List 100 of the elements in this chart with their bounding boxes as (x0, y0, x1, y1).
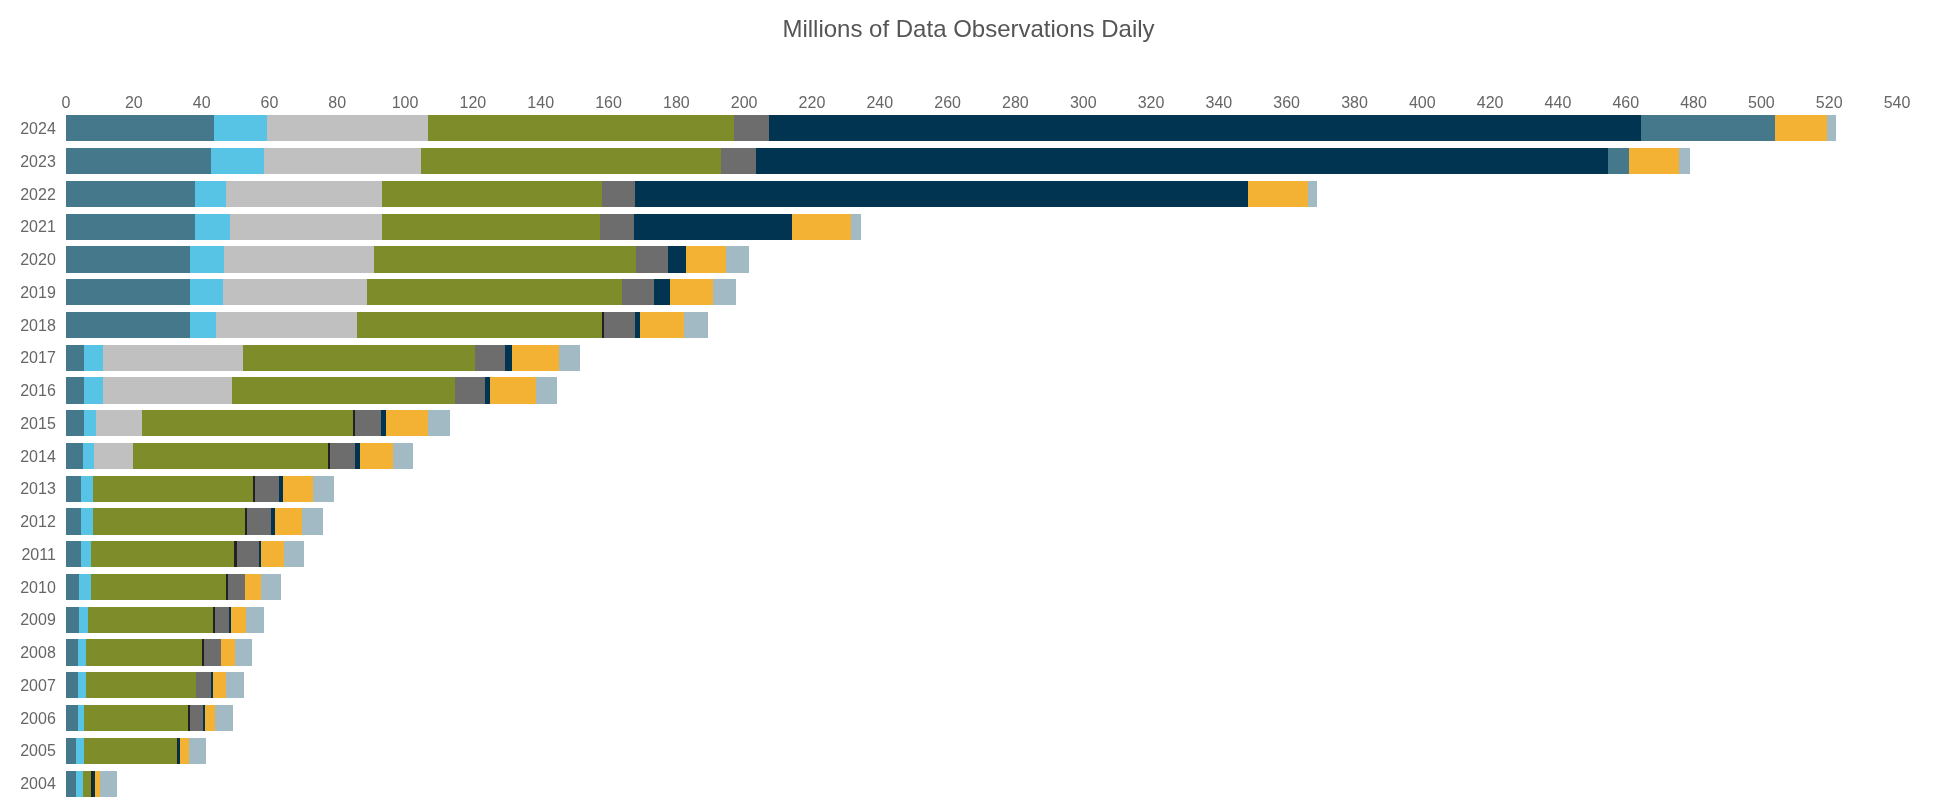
bar (66, 573, 80, 601)
bar (330, 442, 355, 470)
bar (505, 344, 513, 371)
bar (225, 672, 245, 699)
bar (635, 246, 668, 273)
bar (95, 770, 100, 797)
bar (189, 311, 217, 339)
bar (83, 410, 96, 437)
bar (66, 737, 76, 764)
bar (485, 377, 491, 404)
bar (204, 704, 215, 732)
x-tick-label: 80 (328, 93, 347, 111)
bar (428, 410, 451, 437)
bar (214, 115, 267, 142)
bar (66, 246, 190, 273)
bar (204, 639, 221, 666)
bar (455, 377, 486, 404)
bar (1629, 148, 1679, 175)
bar (725, 246, 749, 273)
y-tick-label: 2019 (20, 283, 56, 301)
bar (75, 770, 83, 797)
y-tick-label: 2024 (20, 119, 56, 137)
bar (245, 508, 248, 535)
bar (600, 213, 634, 240)
y-tick-label: 2022 (20, 185, 56, 203)
bar (261, 541, 285, 568)
bar (246, 606, 265, 633)
bar (791, 213, 851, 240)
y-tick-label: 2018 (20, 316, 56, 334)
bar (254, 475, 280, 502)
bar (189, 737, 207, 764)
bar (211, 672, 214, 699)
bar (133, 442, 329, 470)
y-tick-label: 2016 (20, 382, 56, 400)
bar (66, 410, 84, 437)
x-tick-label: 100 (391, 93, 419, 111)
bar (220, 639, 235, 666)
bar (261, 573, 281, 601)
bar (214, 606, 230, 633)
bar (194, 180, 227, 208)
bar (229, 213, 383, 240)
bar (721, 148, 756, 175)
bar (733, 115, 770, 142)
bar (356, 311, 603, 339)
bar (1775, 115, 1827, 142)
bar (92, 475, 254, 502)
bar (428, 115, 734, 142)
bar (559, 344, 581, 371)
bar (84, 737, 178, 764)
bar (66, 475, 81, 502)
bar (1641, 115, 1776, 142)
bar (367, 279, 623, 306)
bar (639, 311, 684, 339)
y-tick-label: 2010 (20, 578, 56, 596)
bar (66, 180, 195, 208)
bar (653, 279, 670, 306)
bar (244, 573, 262, 601)
bar (266, 115, 429, 142)
bar (602, 180, 635, 208)
bar (66, 115, 215, 142)
bar (381, 410, 387, 437)
bar (189, 279, 223, 306)
bar (228, 573, 245, 601)
chart-title: Millions of Data Observations Daily (782, 14, 1155, 42)
bar (102, 344, 243, 371)
x-tick-label: 120 (459, 93, 487, 111)
bar (84, 704, 189, 732)
bar (769, 115, 1642, 142)
y-tick-label: 2008 (20, 644, 56, 662)
bar (179, 737, 190, 764)
bar (79, 573, 92, 601)
bar (755, 148, 1609, 175)
bar (102, 377, 232, 404)
x-tick-label: 20 (124, 93, 143, 111)
y-tick-label: 2021 (20, 218, 56, 236)
bar (850, 213, 861, 240)
bar (279, 475, 283, 502)
bar (189, 704, 204, 732)
bar (535, 377, 557, 404)
bar (382, 213, 601, 240)
x-tick-label: 0 (61, 93, 71, 111)
bar (284, 541, 305, 568)
y-tick-label: 2023 (20, 152, 56, 170)
bar (83, 377, 103, 404)
bar (393, 442, 414, 470)
bar (194, 213, 230, 240)
bar (211, 148, 264, 175)
bar (66, 704, 78, 732)
bar (195, 672, 212, 699)
bar (622, 279, 654, 306)
x-tick-label: 40 (192, 93, 211, 111)
bar (382, 180, 603, 208)
bar (667, 246, 686, 273)
bar (386, 410, 429, 437)
bar (86, 639, 203, 666)
bar (263, 148, 422, 175)
bar (712, 279, 736, 306)
bar (1307, 180, 1318, 208)
bar (214, 704, 233, 732)
y-tick-label: 2007 (20, 676, 56, 694)
